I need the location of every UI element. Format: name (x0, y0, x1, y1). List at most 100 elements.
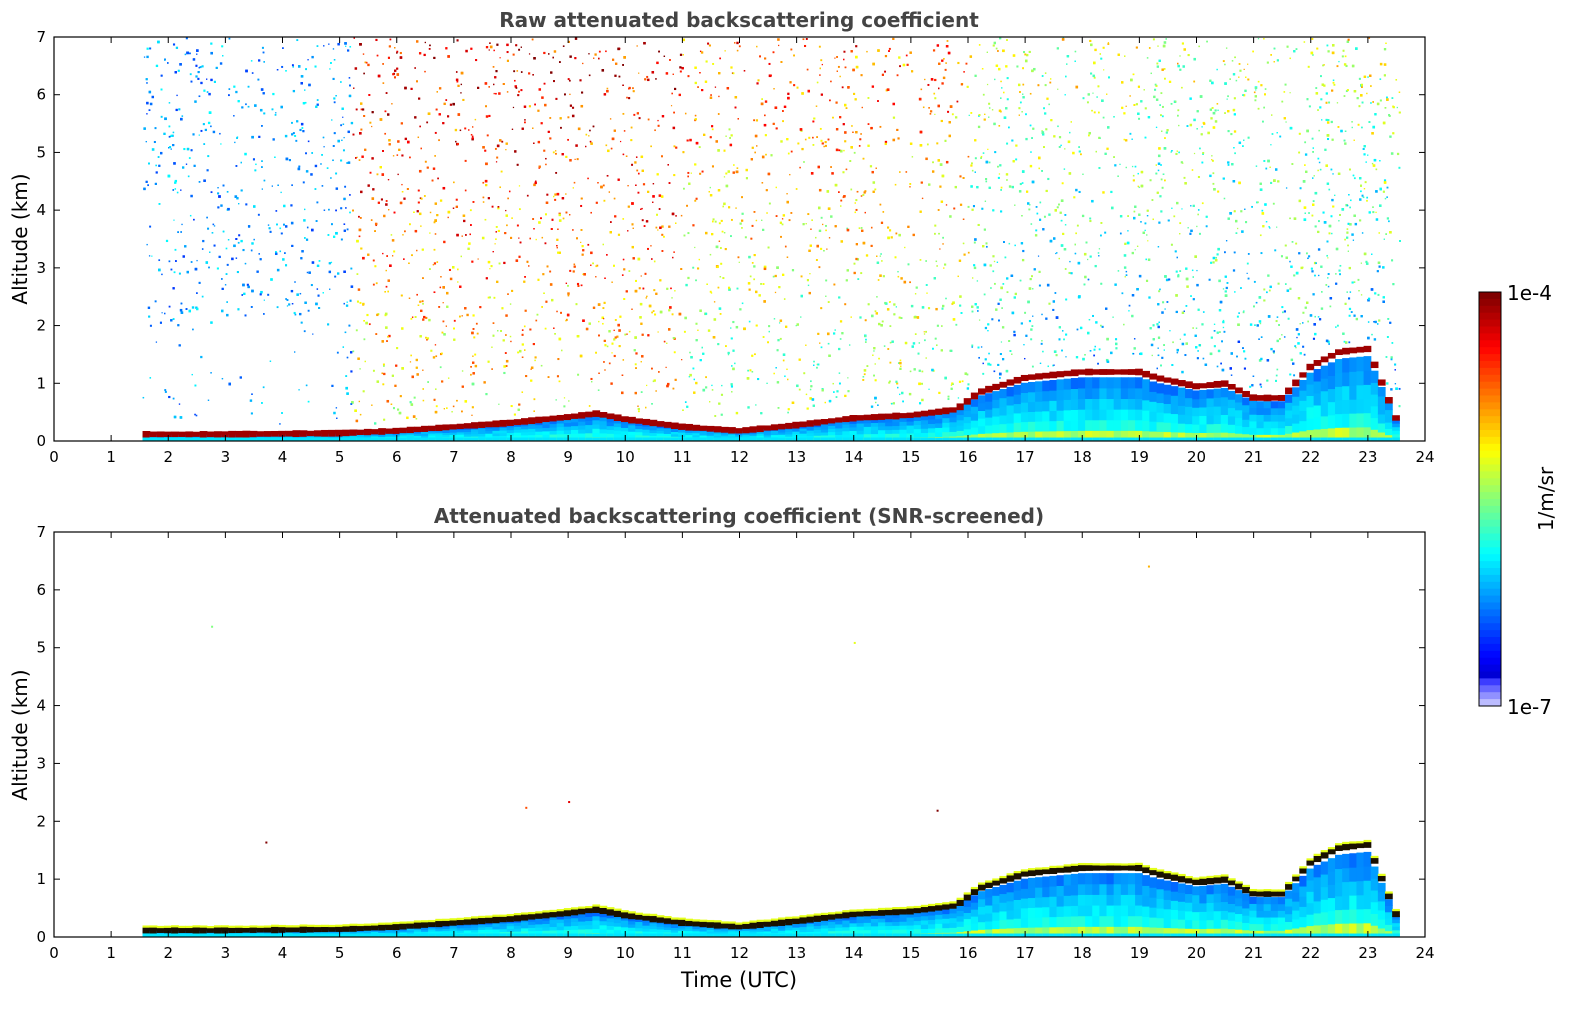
colorbar-segment (1479, 450, 1501, 459)
colorbar-segment (1479, 540, 1501, 548)
colorbar-segment (1479, 492, 1501, 500)
y-tick-label: 4 (36, 201, 46, 219)
colorbar-segment (1479, 630, 1501, 638)
colorbar-segment (1479, 519, 1501, 528)
colorbar-segment (1479, 581, 1501, 590)
x-tick-label: 14 (844, 944, 863, 962)
colorbar-segment (1479, 367, 1501, 376)
x-tick-label: 3 (221, 448, 231, 466)
colorbar-segment (1479, 664, 1501, 672)
panel-1: 0 1 2 3 4 5 6 7 8 9 10 11 12 13 14 15 16 17 18 19 20 21 22 23 24… (36, 523, 1434, 962)
x-tick-label: 17 (1016, 448, 1035, 466)
colorbar-segment (1479, 650, 1501, 659)
colorbar-segment (1479, 692, 1501, 700)
x-tick-label: 14 (844, 448, 863, 466)
x-tick-label: 0 (49, 944, 59, 962)
colorbar-segment (1479, 464, 1501, 472)
x-tick-label: 5 (335, 448, 345, 466)
y-tick-label: 6 (36, 581, 46, 599)
x-tick-label: 11 (673, 448, 692, 466)
y-tick-label: 4 (36, 697, 46, 715)
x-tick-label: 16 (958, 448, 977, 466)
y-tick-label: 1 (36, 374, 46, 392)
colorbar-segment (1479, 305, 1501, 314)
colorbar-segment (1479, 443, 1501, 452)
heatmap-field-0 (142, 37, 1401, 441)
colorbar-segment (1479, 685, 1501, 693)
colorbar-segment (1479, 657, 1501, 666)
colorbar-segment (1479, 643, 1501, 652)
colorbar-max-label: 1e-4 (1507, 281, 1552, 305)
colorbar-segment (1479, 402, 1501, 410)
y-tick-label: 5 (36, 143, 46, 161)
colorbar-segment (1479, 588, 1501, 597)
bottom-chart-title: Attenuated backscattering coefficient (S… (433, 504, 1045, 528)
x-tick-label: 0 (49, 448, 59, 466)
colorbar-segment (1479, 547, 1501, 555)
x-tick-label: 12 (730, 448, 749, 466)
x-tick-label: 19 (1130, 448, 1149, 466)
x-tick-label: 6 (392, 448, 402, 466)
colorbar-segment (1479, 361, 1501, 369)
colorbar-segment (1479, 333, 1501, 341)
x-tick-label: 1 (106, 448, 116, 466)
colorbar-segment (1479, 354, 1501, 362)
colorbar-segment (1479, 292, 1501, 300)
colorbar-segment (1479, 533, 1501, 541)
colorbar-segment (1479, 485, 1501, 493)
panel-0: 0 1 2 3 4 5 6 7 8 9 10 11 12 13 14 15 16 17 18 19 20 21 22 23 24… (36, 28, 1434, 466)
x-tick-label: 9 (563, 448, 573, 466)
x-tick-label: 17 (1016, 944, 1035, 962)
x-tick-label: 16 (958, 944, 977, 962)
colorbar-segment (1479, 374, 1501, 383)
colorbar-segment (1479, 526, 1501, 534)
colorbar-segment (1479, 298, 1501, 307)
x-tick-label: 18 (1073, 944, 1092, 962)
x-tick-label: 11 (673, 944, 692, 962)
colorbar-frame (1478, 291, 1502, 707)
colorbar-segment (1479, 616, 1501, 624)
colorbar-segment (1479, 416, 1501, 424)
y-tick-label: 1 (36, 870, 46, 888)
x-tick-label: 8 (506, 448, 516, 466)
y-tick-label: 0 (36, 432, 46, 450)
y-tick-label: 6 (36, 86, 46, 104)
plot-frame-0 (53, 36, 1426, 442)
x-tick-label: 24 (1415, 944, 1434, 962)
colorbar-segment (1479, 499, 1501, 507)
x-tick-label: 7 (449, 448, 459, 466)
x-tick-label: 19 (1130, 944, 1149, 962)
x-tick-label: 20 (1187, 448, 1206, 466)
x-tick-label: 21 (1244, 448, 1263, 466)
bottom-chart-xlabel: Time (UTC) (680, 968, 798, 992)
x-tick-label: 3 (221, 944, 231, 962)
colorbar-segment (1479, 388, 1501, 396)
colorbar-segment (1479, 409, 1501, 417)
colorbar-segment (1479, 471, 1501, 479)
x-tick-label: 2 (163, 448, 173, 466)
y-tick-label: 7 (36, 28, 46, 46)
x-tick-label: 15 (901, 944, 920, 962)
colorbar-segment (1479, 568, 1501, 576)
y-tick-label: 5 (36, 639, 46, 657)
colorbar-segment (1479, 602, 1501, 610)
x-tick-label: 21 (1244, 944, 1263, 962)
colorbar-segment (1479, 554, 1501, 562)
x-tick-label: 4 (278, 448, 288, 466)
x-tick-label: 13 (787, 448, 806, 466)
colorbar-segment (1479, 340, 1501, 348)
y-tick-label: 3 (36, 259, 46, 277)
x-tick-label: 22 (1301, 944, 1320, 962)
colorbar-segment (1479, 423, 1501, 431)
x-tick-label: 2 (163, 944, 173, 962)
colorbar-segment (1479, 595, 1501, 603)
x-tick-label: 7 (449, 944, 459, 962)
colorbar-segment (1479, 678, 1501, 686)
colorbar-segment (1479, 347, 1501, 355)
colorbar-unit-label: 1/m/sr (1534, 466, 1558, 531)
x-tick-label: 5 (335, 944, 345, 962)
colorbar-segment (1479, 319, 1501, 327)
x-tick-label: 15 (901, 448, 920, 466)
y-tick-label: 3 (36, 754, 46, 772)
